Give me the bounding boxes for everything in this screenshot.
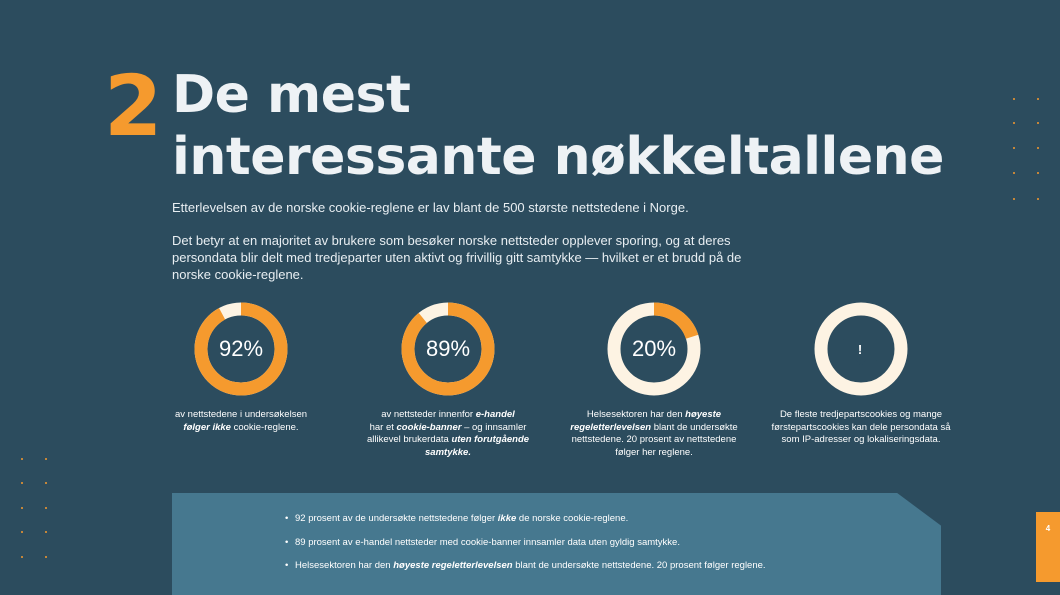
stat-card-20: 20% Helsesektoren har den høyeste regele…: [564, 300, 744, 459]
stat-text-part: blant de undersøkte nettstedene. 20 pros…: [571, 421, 738, 458]
stat-text-emphasis: uten forutgående samtykke.: [425, 434, 530, 458]
page-number: 4: [1045, 524, 1051, 533]
page-title-line-1: De mest: [172, 65, 411, 125]
stat-text-part: av nettsteder innenfor: [381, 409, 476, 420]
decor-dot: [21, 556, 23, 558]
stat-description: De fleste tredjepartscookies og mange fø…: [771, 409, 951, 447]
decor-dot: [21, 507, 23, 509]
decor-dot: [1037, 122, 1039, 124]
stat-description: av nettstedene i undersøkelsen følger ik…: [151, 409, 331, 434]
decor-dot: [1013, 198, 1015, 200]
stat-text-emphasis: følger ikke: [183, 421, 231, 433]
summary-emphasis: høyeste regeletterlevelsen: [393, 560, 513, 571]
intro-paragraph-2: Det betyr at en majoritet av brukere som…: [172, 233, 742, 282]
page-title-line-2: interessante nøkkeltallene: [172, 127, 944, 187]
donut-value: 89%: [425, 336, 471, 361]
info-ring-graphic: [814, 302, 908, 396]
intro-text: Etterlevelsen av de norske cookie-reglen…: [172, 199, 772, 299]
decor-dot: [45, 507, 47, 509]
donut-value: 92%: [218, 336, 264, 361]
stat-card-89: 89% av nettsteder innenfor e-handel har …: [358, 300, 538, 459]
summary-item: 92 prosent av de undersøkte nettstedene …: [285, 513, 766, 525]
stat-text-emphasis: høyeste regeletterlevelsen: [570, 409, 722, 433]
stat-text-part: De fleste tredjepartscookies og mange fø…: [771, 409, 951, 445]
decor-dot: [45, 556, 47, 558]
donut-progress-arc: [194, 302, 288, 396]
info-ring: !: [812, 300, 910, 398]
decor-dot: [21, 458, 23, 460]
section-number: 2: [104, 57, 163, 155]
decor-dot: [45, 458, 47, 460]
summary-text: 89 prosent av e-handel nettsteder med co…: [295, 536, 680, 548]
decor-dot: [45, 531, 47, 533]
donut-progress-arc: [401, 302, 495, 396]
donut-chart: 89%: [399, 300, 497, 398]
donut-chart: 20%: [605, 300, 703, 398]
decor-dot: [21, 482, 23, 484]
stat-description: Helsesektoren har den høyeste regeletter…: [564, 409, 744, 459]
decor-dot: [1013, 122, 1015, 124]
decor-dot: [21, 531, 23, 533]
stat-description: av nettsteder innenfor e-handel har et c…: [358, 409, 538, 459]
summary-text: de norske cookie-reglene.: [516, 513, 629, 524]
stat-text-part: Helsesektoren har den: [586, 409, 686, 420]
summary-box: 92 prosent av de undersøkte nettstedene …: [172, 493, 941, 595]
summary-text: 92 prosent av de undersøkte nettstedene …: [295, 513, 498, 524]
stat-text-emphasis: e-handel: [475, 409, 515, 420]
stat-text-part: cookie-reglene.: [230, 421, 299, 433]
info-ring-track: [814, 302, 908, 396]
summary-emphasis: ikke: [497, 513, 517, 524]
decor-dot: [45, 482, 47, 484]
info-speech-bubble-icon: !: [841, 339, 879, 366]
summary-item: Helsesektoren har den høyeste regeletter…: [285, 560, 766, 572]
stat-text-emphasis: cookie-banner: [396, 421, 462, 433]
summary-text: blant de undersøkte nettstedene. 20 pros…: [512, 560, 766, 571]
decor-dot: [1013, 98, 1015, 100]
stat-text-part: av nettstedene i undersøkelsen: [174, 409, 308, 420]
donut-chart: 92%: [192, 300, 290, 398]
page-number-tab: 4: [1036, 512, 1060, 582]
decor-dot: [1037, 198, 1039, 200]
donut-ring: [401, 302, 495, 396]
decor-dot: [1013, 147, 1015, 149]
stat-card-info: ! De fleste tredjepartscookies og mange …: [771, 300, 951, 447]
decor-dot: [1013, 172, 1015, 174]
summary-item: 89 prosent av e-handel nettsteder med co…: [285, 537, 766, 549]
decor-dot: [1037, 98, 1039, 100]
stat-card-92: 92% av nettstedene i undersøkelsen følge…: [151, 300, 331, 434]
summary-text: Helsesektoren har den: [295, 560, 394, 571]
stat-text-part: har et: [369, 421, 397, 433]
page-title: De mest interessante nøkkeltallene: [172, 64, 944, 188]
stat-text-part: – og innsamler allikevel brukerdata: [366, 421, 527, 446]
intro-paragraph-1: Etterlevelsen av de norske cookie-reglen…: [172, 200, 689, 215]
decor-dot: [1037, 147, 1039, 149]
summary-list: 92 prosent av de undersøkte nettstedene …: [285, 513, 766, 584]
donut-value: 20%: [631, 336, 677, 361]
decor-dot: [1037, 172, 1039, 174]
donut-ring: [607, 302, 701, 396]
donut-progress-arc: [607, 302, 701, 396]
donut-ring: [194, 302, 288, 396]
